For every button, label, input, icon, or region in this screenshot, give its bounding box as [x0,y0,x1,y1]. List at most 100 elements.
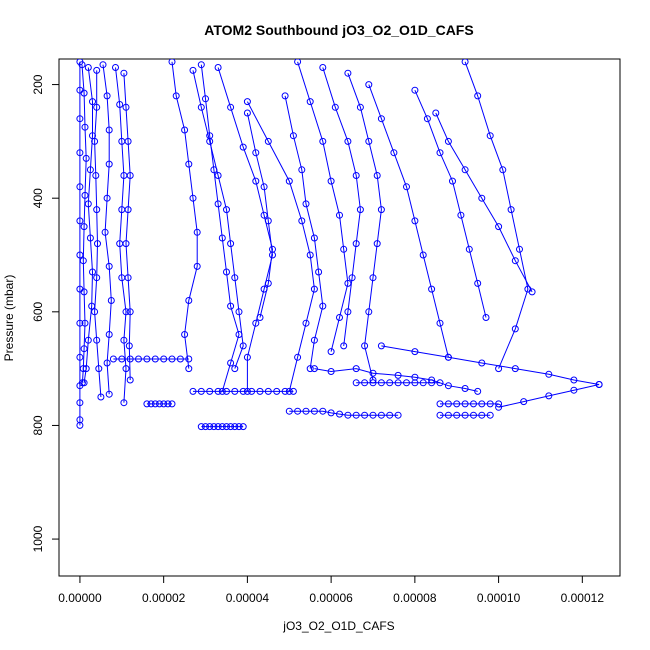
data-point [218,423,226,431]
data-point [101,228,109,236]
data-point [361,342,369,350]
data-point [235,308,243,316]
data-point [93,274,101,282]
data-point [99,61,107,69]
data-point [197,103,205,111]
data-point [103,359,111,367]
data-point [248,387,256,395]
y-tick-label: 1000 [31,525,45,552]
data-point [428,285,436,293]
data-point [206,137,214,145]
data-point [356,103,364,111]
data-point [499,166,507,174]
data-point [373,172,381,179]
data-point [486,411,494,419]
series-line-19 [217,67,274,318]
data-point [507,206,515,214]
data-point [109,355,117,363]
data-point [478,194,486,202]
data-point [193,262,201,270]
data-point [91,308,99,316]
data-point [478,411,486,419]
data-point [164,400,172,408]
data-point [181,331,189,338]
data-point [377,411,385,419]
data-point [223,387,230,395]
data-point [444,411,452,419]
x-axis-label: jO3_O2_O1D_CAFS [282,619,394,633]
data-point [327,368,335,375]
data-point [340,342,348,350]
series-line-7 [123,73,131,381]
data-point [331,103,339,111]
data-point [461,59,469,66]
data-point [461,166,469,174]
data-point [545,392,553,400]
data-point [206,423,214,431]
data-point [239,423,247,431]
data-point [122,240,130,248]
data-point [281,92,289,100]
series-line-5 [102,64,112,395]
data-point [298,217,306,225]
series-line-29 [464,61,529,369]
data-point [319,137,327,145]
data-point [269,251,276,259]
data-point [223,423,230,431]
data-point [482,314,490,321]
data-point [243,98,251,106]
data-point [118,355,126,363]
data-point [76,353,84,361]
data-point [336,410,343,418]
data-point [411,348,419,356]
data-point [193,228,201,236]
data-point [294,59,302,66]
data-point [120,336,128,344]
data-point [84,64,92,71]
data-point [306,365,314,373]
data-point [444,353,452,361]
data-point [369,411,377,419]
data-point [94,240,101,248]
data-point [470,400,477,408]
data-point [223,268,230,276]
data-point [294,407,302,415]
data-point [336,314,343,321]
data-point [444,382,452,390]
data-point [264,217,272,225]
data-point [465,245,473,253]
data-point [227,359,235,367]
data-point [310,234,318,242]
data-point [80,223,88,231]
x-tick-label: 0.00000 [58,591,102,605]
data-point [436,149,444,157]
series-line-4 [94,70,102,398]
data-point [340,245,348,253]
data-point [126,355,134,363]
data-point [239,342,247,350]
data-point [327,348,335,356]
data-point [595,381,603,388]
data-point [97,393,105,401]
series-line-27 [414,89,487,318]
series-line-30 [381,345,600,385]
data-point [78,61,86,69]
series-line-31 [498,384,600,408]
data-point [76,421,84,429]
data-point [436,379,444,387]
data-point [377,342,385,350]
data-point [289,387,297,395]
data-point [218,387,226,395]
data-point [91,137,99,145]
data-point [120,399,128,407]
series-line-18 [192,70,244,369]
data-point [436,400,444,408]
data-point [126,308,134,316]
data-point [93,103,101,111]
data-point [122,103,130,111]
data-point [160,400,168,408]
data-point [327,409,335,417]
data-point [361,379,369,387]
